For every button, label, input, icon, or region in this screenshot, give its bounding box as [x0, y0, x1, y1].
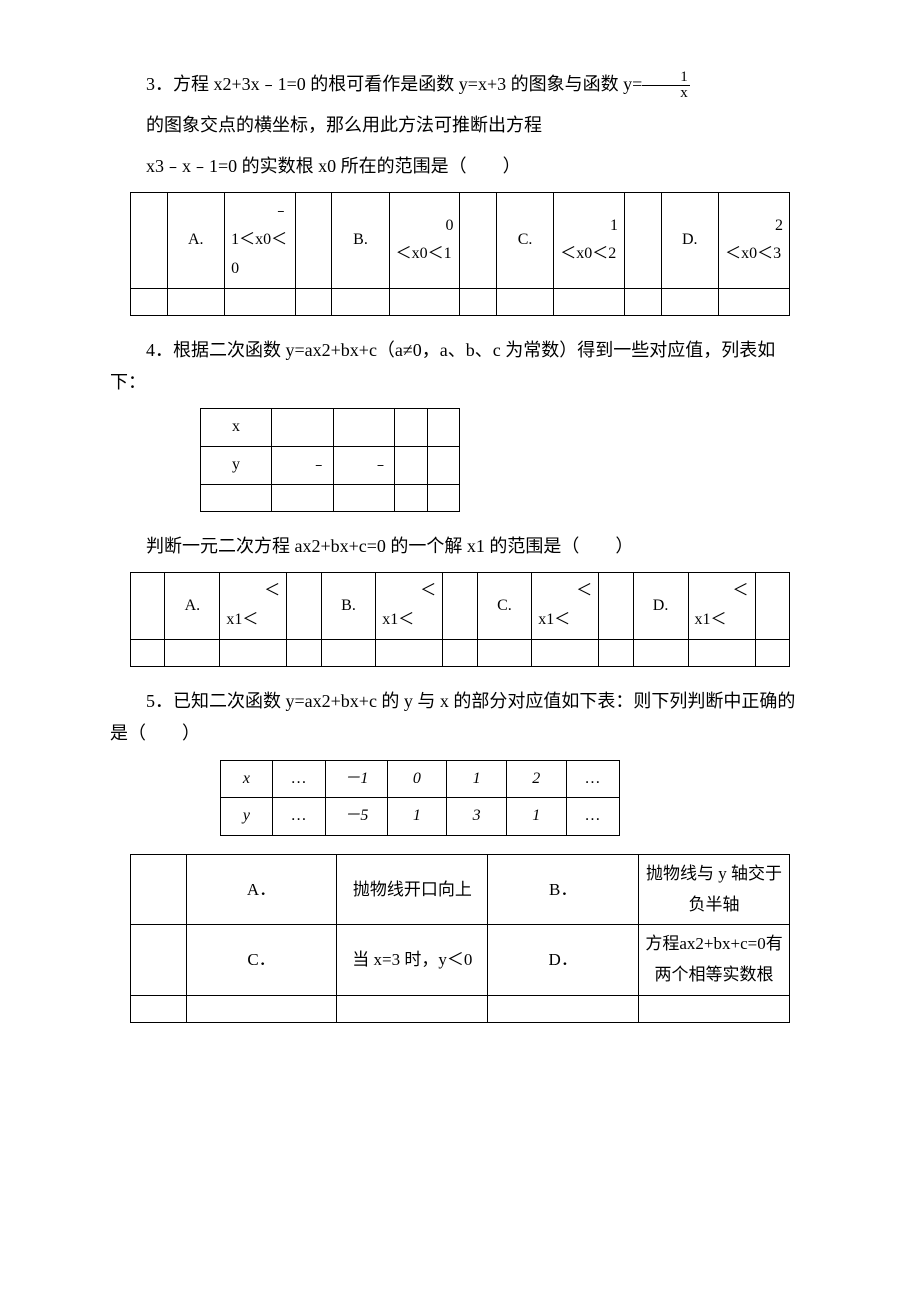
spacer: [599, 573, 633, 640]
q3-c-text: 1 ＜x0＜2: [554, 193, 625, 288]
q3-a-text: ﹣ 1＜x0＜0: [225, 193, 296, 288]
q4-a-text: ＜ x1＜: [220, 573, 287, 640]
q4-y-label: y: [201, 447, 272, 485]
q4-a-label: A.: [165, 573, 220, 640]
cell: [395, 447, 427, 485]
cell: …: [566, 760, 619, 798]
q4-c-text: ＜ x1＜: [532, 573, 599, 640]
q3-c-label: C.: [496, 193, 553, 288]
spacer: [131, 925, 187, 995]
q3-a-label: A.: [167, 193, 225, 288]
cell: －1: [326, 760, 387, 798]
q4-text2: 判断一元二次方程 ax2+bx+c=0 的一个解 x1 的范围是（ ）: [110, 530, 810, 562]
cell: [333, 409, 395, 447]
spacer: [460, 193, 497, 288]
cell: …: [566, 798, 619, 836]
q5-b-label: B．: [488, 855, 639, 925]
q5-c-label: C．: [186, 925, 337, 995]
cell: x: [221, 760, 273, 798]
q3-d-label: D.: [661, 193, 719, 288]
cell: [395, 409, 427, 447]
q4-d-text: ＜ x1＜: [688, 573, 755, 640]
fraction-1-over-x: 1x: [642, 70, 690, 101]
q4-x-label: x: [201, 409, 272, 447]
q4-choice-table: A. ＜ x1＜ B. ＜ x1＜ C. ＜ x1＜ D. ＜ x1＜: [130, 572, 790, 667]
cell: 1: [506, 798, 566, 836]
q3-line1a: 3．方程 x2+3x﹣1=0 的根可看作是函数 y=x+3 的图象与函数 y=: [146, 74, 642, 94]
q4-b-text: ＜ x1＜: [376, 573, 443, 640]
cell: [427, 447, 459, 485]
q3-d-text: 2 ＜x0＜3: [719, 193, 790, 288]
q4-b-label: B.: [321, 573, 376, 640]
spacer: [131, 193, 168, 288]
spacer: [287, 573, 321, 640]
q4-d-label: D.: [633, 573, 688, 640]
cell: 1: [387, 798, 447, 836]
spacer: [625, 193, 662, 288]
cell: －5: [326, 798, 387, 836]
cell: y: [221, 798, 273, 836]
cell: [427, 409, 459, 447]
spacer: [443, 573, 477, 640]
q3-choice-table: A. ﹣ 1＜x0＜0 B. 0 ＜x0＜1 C. 1 ＜x0＜2 D. 2 ＜…: [130, 192, 790, 315]
q5-b-text: 抛物线与 y 轴交于负半轴: [639, 855, 790, 925]
spacer: [295, 193, 332, 288]
cell: ﹣: [333, 447, 395, 485]
cell: 1: [447, 760, 507, 798]
q3-b-label: B.: [332, 193, 389, 288]
cell: 0: [387, 760, 447, 798]
cell: ﹣: [272, 447, 334, 485]
q3-line1b: 的图象交点的横坐标，那么用此方法可推断出方程: [110, 109, 810, 141]
q4-c-label: C.: [477, 573, 532, 640]
q5-data-table: x … －1 0 1 2 … y … －5 1 3 1 …: [220, 760, 620, 837]
spacer: [131, 855, 187, 925]
q5-text1: 5．已知二次函数 y=ax2+bx+c 的 y 与 x 的部分对应值如下表：则下…: [110, 685, 810, 750]
q3-line1: 3．方程 x2+3x﹣1=0 的根可看作是函数 y=x+3 的图象与函数 y=1…: [110, 68, 810, 101]
cell: 2: [506, 760, 566, 798]
q4-text1: 4．根据二次函数 y=ax2+bx+c（a≠0，a、b、c 为常数）得到一些对应…: [110, 334, 810, 399]
q5-d-label: D．: [488, 925, 639, 995]
q5-a-text: 抛物线开口向上: [337, 855, 488, 925]
cell: [272, 409, 334, 447]
q3-line2: x3﹣x﹣1=0 的实数根 x0 所在的范围是（ ）: [110, 150, 810, 182]
q5-c-text: 当 x=3 时，y＜0: [337, 925, 488, 995]
cell: …: [272, 798, 325, 836]
q5-choice-table: A． 抛物线开口向上 B． 抛物线与 y 轴交于负半轴 C． 当 x=3 时，y…: [130, 854, 790, 1022]
q5-a-label: A．: [186, 855, 337, 925]
q4-data-table: x y ﹣ ﹣: [200, 408, 460, 512]
q3-b-text: 0 ＜x0＜1: [389, 193, 460, 288]
spacer: [755, 573, 789, 640]
cell: …: [272, 760, 325, 798]
q5-d-text: 方程ax2+bx+c=0有两个相等实数根: [639, 925, 790, 995]
spacer: [131, 573, 165, 640]
cell: 3: [447, 798, 507, 836]
